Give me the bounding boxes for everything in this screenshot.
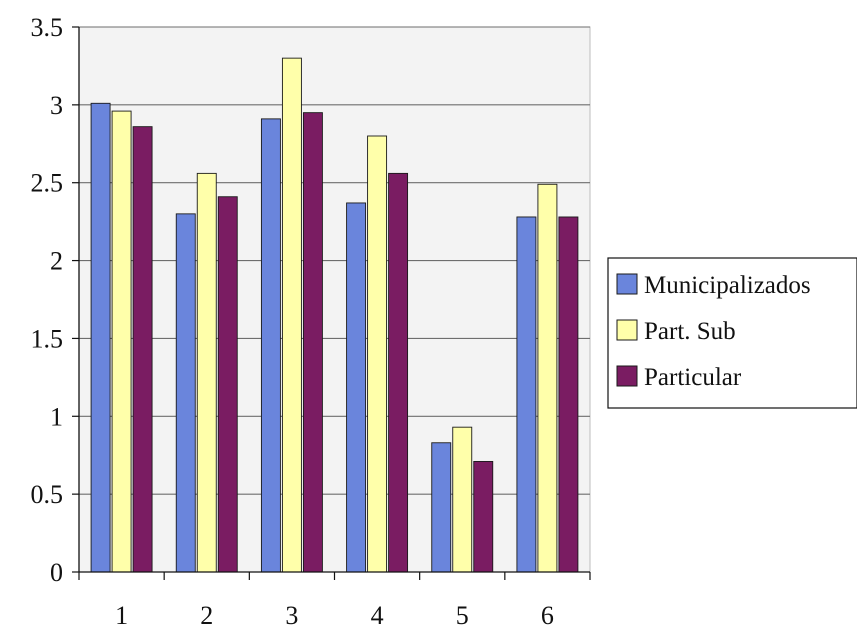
bar-3-5 <box>473 460 494 573</box>
bar-1-6 <box>516 216 537 573</box>
bar-2-6 <box>537 183 558 573</box>
bar-1-1 <box>90 102 111 573</box>
bar-3-4 <box>388 172 409 573</box>
gridlines <box>79 26 590 495</box>
legend-swatch-2 <box>616 319 638 341</box>
legend-label-2: Part. Sub <box>644 318 736 345</box>
x-tick-label: 6 <box>541 601 554 630</box>
plot-area <box>78 26 591 573</box>
y-tick-label: 2 <box>50 247 63 276</box>
y-tick-label: 2.5 <box>31 169 64 198</box>
y-tick-label: 0 <box>50 558 63 587</box>
y-tick-label: 1 <box>50 402 63 431</box>
bar-2-1 <box>111 110 132 573</box>
legend: Municipalizados Part. Sub Particular <box>607 257 857 409</box>
bar-1-4 <box>346 202 367 573</box>
legend-label-1: Municipalizados <box>644 272 811 299</box>
y-tick-label: 3.5 <box>31 13 64 42</box>
x-tick-label: 3 <box>285 601 298 630</box>
bar-3-6 <box>558 216 579 573</box>
axes-group: 0 0.5 1 1.5 2 2.5 3 3.5 1 2 3 4 5 6 <box>31 13 591 630</box>
legend-swatch-3 <box>616 365 638 387</box>
x-tick-label: 4 <box>371 601 384 630</box>
bar-2-4 <box>367 135 388 573</box>
bar-1-5 <box>431 442 452 573</box>
bar-1-2 <box>175 213 196 573</box>
bar-2-5 <box>452 426 473 573</box>
y-tick-label: 1.5 <box>31 324 64 353</box>
bar-3-3 <box>302 112 323 573</box>
y-tick-label: 3 <box>50 91 63 120</box>
bar-3-2 <box>217 196 238 573</box>
bar-3-1 <box>132 126 153 573</box>
bar-1-3 <box>260 118 281 573</box>
y-tick-label: 0.5 <box>31 480 64 509</box>
legend-swatch-1 <box>616 273 638 295</box>
legend-label-3: Particular <box>644 364 742 391</box>
x-tick-label: 5 <box>456 601 469 630</box>
x-tick-label: 1 <box>115 601 128 630</box>
legend-box <box>607 257 857 409</box>
bar-2-3 <box>281 57 302 573</box>
bar-2-2 <box>196 172 217 573</box>
x-tick-label: 2 <box>200 601 213 630</box>
bars-group <box>90 57 579 573</box>
